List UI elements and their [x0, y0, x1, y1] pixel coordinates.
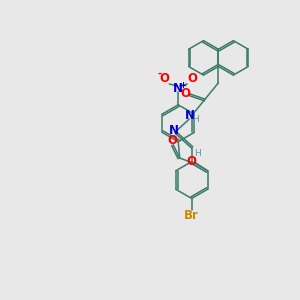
Text: O: O: [181, 87, 191, 100]
Text: -: -: [158, 69, 162, 79]
Text: N: N: [173, 82, 183, 95]
Text: O: O: [168, 134, 178, 147]
Text: Br: Br: [184, 209, 199, 222]
Text: N: N: [169, 124, 179, 137]
Text: +: +: [179, 81, 186, 90]
Text: H: H: [192, 115, 199, 124]
Text: H: H: [194, 149, 201, 158]
Text: O: O: [187, 72, 197, 85]
Text: O: O: [187, 155, 196, 168]
Text: O: O: [159, 72, 169, 85]
Text: N: N: [185, 109, 195, 122]
